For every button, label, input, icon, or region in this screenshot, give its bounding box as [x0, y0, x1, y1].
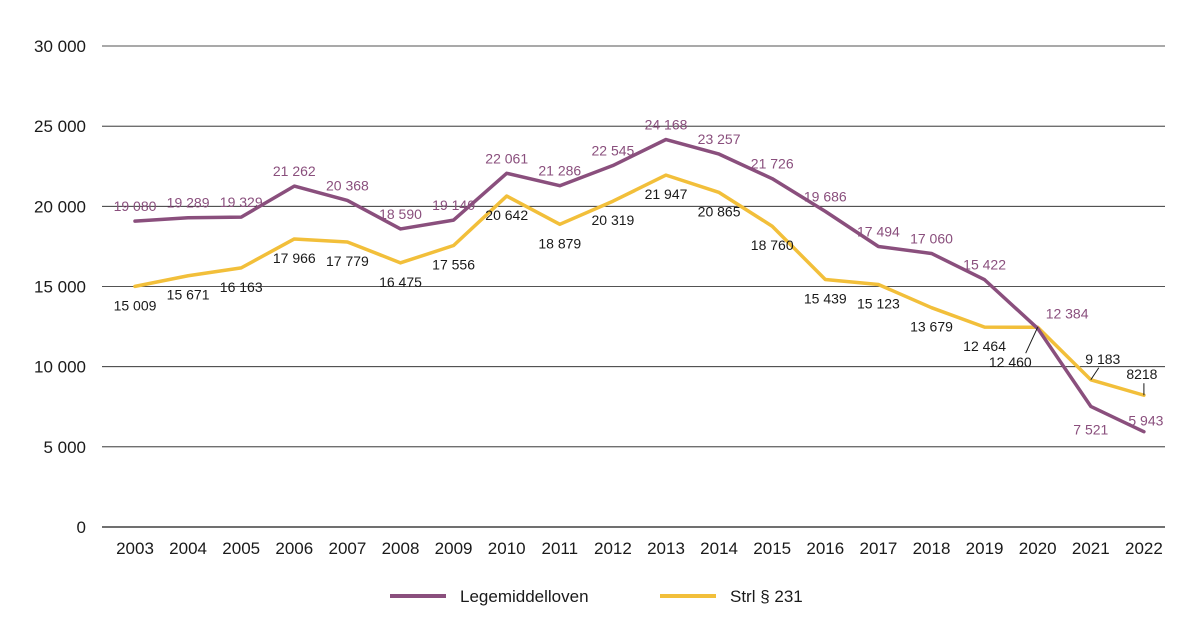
x-tick-label: 2011: [542, 539, 579, 558]
data-label: 22 061: [485, 150, 528, 166]
data-label: 17 060: [910, 230, 953, 246]
data-label: 19 080: [114, 198, 157, 214]
x-tick-label: 2017: [859, 539, 897, 558]
x-tick-label: 2008: [382, 539, 420, 558]
data-label: 7 521: [1073, 421, 1108, 437]
data-label: 15 009: [114, 297, 157, 313]
x-tick-label: 2013: [647, 539, 685, 558]
y-tick-label: 30 000: [34, 37, 86, 56]
y-tick-label: 15 000: [34, 278, 86, 297]
data-label: 15 422: [963, 257, 1006, 273]
series-line-strl-231: [133, 173, 1146, 397]
data-label: 16 475: [379, 274, 422, 290]
data-label: 21 726: [751, 156, 794, 172]
data-label: 15 123: [857, 296, 900, 312]
data-label: 17 494: [857, 224, 900, 240]
x-tick-label: 2003: [116, 539, 154, 558]
x-tick-label: 2020: [1019, 539, 1057, 558]
data-label: 20 368: [326, 177, 369, 193]
y-tick-label: 0: [77, 518, 86, 537]
data-label: 17 779: [326, 253, 369, 269]
data-label: 17 966: [273, 250, 316, 266]
data-label: 18 760: [751, 237, 794, 253]
data-label: 17 556: [432, 257, 475, 273]
data-label: 12 460: [989, 354, 1032, 370]
x-tick-label: 2018: [913, 539, 951, 558]
y-tick-label: 25 000: [34, 117, 86, 136]
y-tick-label: 5 000: [43, 438, 86, 457]
data-label: 21 262: [273, 163, 316, 179]
data-label: 20 865: [698, 203, 741, 219]
legend: Legemiddelloven Strl § 231: [390, 587, 803, 606]
leader-line: [1090, 367, 1100, 381]
gridlines: [102, 45, 1165, 528]
data-label: 18 879: [538, 235, 581, 251]
y-tick-label: 20 000: [34, 197, 86, 216]
data-label: 15 671: [167, 287, 210, 303]
x-tick-label: 2006: [275, 539, 313, 558]
x-tick-label: 2019: [966, 539, 1004, 558]
legend-label-legemiddelloven: Legemiddelloven: [460, 587, 589, 606]
x-tick-label: 2012: [594, 539, 632, 558]
x-tick-label: 2004: [169, 539, 207, 558]
legend-label-strl-231: Strl § 231: [730, 587, 803, 606]
y-tick-label: 10 000: [34, 358, 86, 377]
data-label: 20 642: [485, 207, 528, 223]
x-tick-label: 2014: [700, 539, 738, 558]
data-label: 12 464: [963, 338, 1006, 354]
data-label: 19 140: [432, 197, 475, 213]
data-label: 19 289: [167, 195, 210, 211]
data-label: 16 163: [220, 279, 263, 295]
data-label: 22 545: [591, 143, 634, 159]
data-label: 12 384: [1046, 305, 1089, 321]
data-label: 19 329: [220, 194, 263, 210]
data-label: 19 686: [804, 188, 847, 204]
x-tick-label: 2005: [222, 539, 260, 558]
data-label: 21 947: [645, 186, 688, 202]
series-line-legemiddelloven: [133, 137, 1146, 434]
data-label: 15 439: [804, 290, 847, 306]
data-label: 21 286: [538, 163, 581, 179]
x-tick-label: 2009: [435, 539, 473, 558]
x-tick-label: 2010: [488, 539, 526, 558]
data-label: 18 590: [379, 206, 422, 222]
data-labels: 19 080 19 289 19 329 21 262 20 368 18 590 19 1…: [114, 117, 1164, 438]
data-label: 8218: [1126, 366, 1157, 382]
data-label: 24 168: [645, 117, 688, 133]
data-label: 9 183: [1085, 351, 1120, 367]
x-tick-label: 2021: [1072, 539, 1110, 558]
data-label: 5 943: [1128, 413, 1163, 429]
label-leader-lines: [1025, 327, 1145, 396]
x-tick-label: 2015: [753, 539, 791, 558]
legend-item-strl-231: Strl § 231: [660, 587, 803, 606]
y-axis: 0 5 000 10 000 15 000 20 000 25 000 30 000: [34, 37, 86, 537]
x-tick-label: 2022: [1125, 539, 1163, 558]
x-tick-label: 2007: [328, 539, 366, 558]
data-label: 20 319: [591, 212, 634, 228]
series-lines: [133, 137, 1146, 434]
legend-item-legemiddelloven: Legemiddelloven: [390, 587, 589, 606]
leader-line: [1025, 327, 1039, 354]
x-tick-label: 2016: [806, 539, 844, 558]
x-axis: 2003 2004 2005 2006 2007 2008 2009 2010 2011 2012…: [116, 539, 1163, 558]
data-label: 23 257: [698, 131, 741, 147]
data-label: 13 679: [910, 319, 953, 335]
